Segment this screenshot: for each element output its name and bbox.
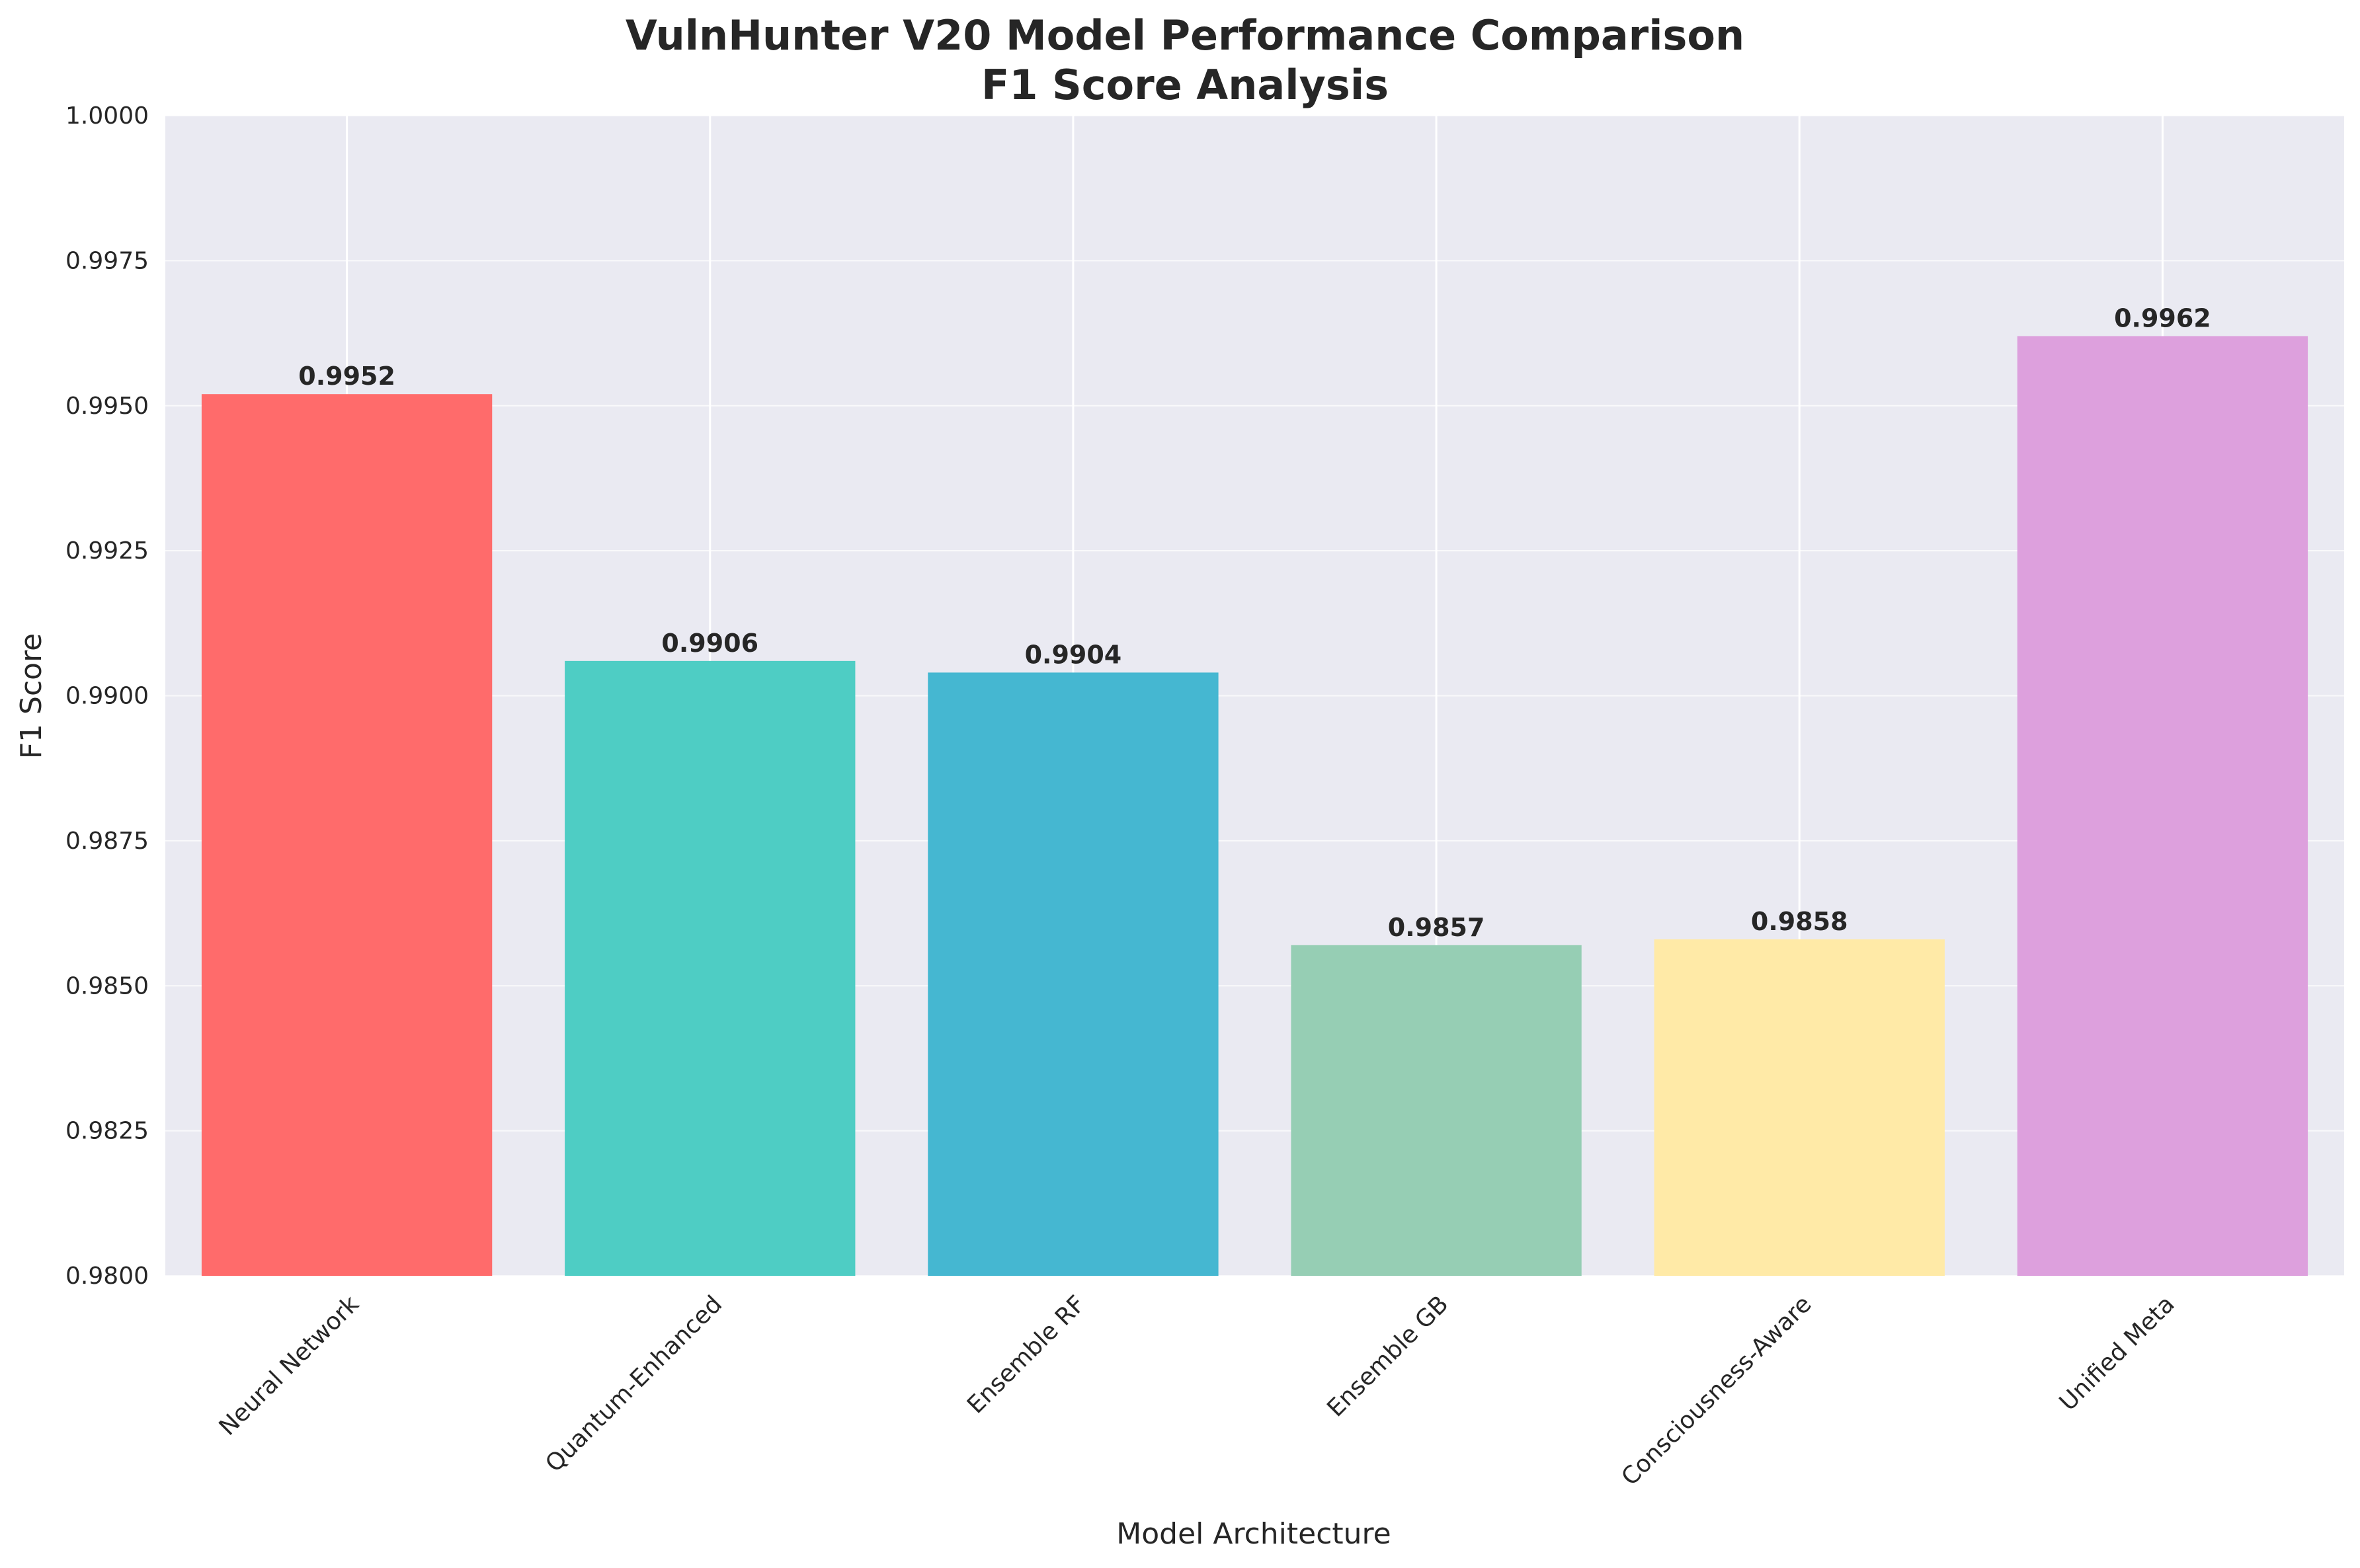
bar-value-label: 0.9962 bbox=[2114, 303, 2211, 333]
bar bbox=[2017, 336, 2308, 1276]
value-labels: 0.9952 0.9906 0.9904 0.9857 0.9858 0.9962 bbox=[298, 303, 2211, 941]
y-tick-label: 0.9875 bbox=[65, 828, 149, 855]
bar bbox=[565, 660, 856, 1276]
y-tick-label: 0.9850 bbox=[65, 972, 149, 1000]
bar bbox=[1654, 939, 1945, 1276]
y-axis-ticks: 0.9800 0.9825 0.9850 0.9875 0.9900 0.9925 0.99… bbox=[65, 102, 149, 1290]
bar-value-label: 0.9858 bbox=[1751, 907, 1848, 936]
y-tick-label: 0.9975 bbox=[65, 247, 149, 274]
y-axis-label: F1 Score bbox=[15, 633, 48, 760]
bar-value-label: 0.9904 bbox=[1025, 640, 1122, 669]
chart-subtitle: F1 Score Analysis bbox=[981, 61, 1389, 109]
y-tick-label: 0.9950 bbox=[65, 393, 149, 420]
y-tick-label: 1.0000 bbox=[65, 102, 149, 130]
y-tick-label: 0.9825 bbox=[65, 1118, 149, 1145]
x-axis-label: Model Architecture bbox=[1116, 1517, 1391, 1551]
chart-title: VulnHunter V20 Model Performance Compari… bbox=[626, 11, 1744, 59]
bars bbox=[201, 336, 2308, 1276]
bar-value-label: 0.9952 bbox=[298, 362, 395, 391]
bar bbox=[201, 394, 493, 1276]
bar bbox=[928, 672, 1219, 1276]
y-tick-label: 0.9925 bbox=[65, 537, 149, 565]
bar bbox=[1291, 945, 1582, 1276]
bar-value-label: 0.9857 bbox=[1388, 913, 1485, 942]
y-tick-label: 0.9800 bbox=[65, 1263, 149, 1290]
y-tick-label: 0.9900 bbox=[65, 683, 149, 710]
bar-value-label: 0.9906 bbox=[661, 629, 758, 658]
